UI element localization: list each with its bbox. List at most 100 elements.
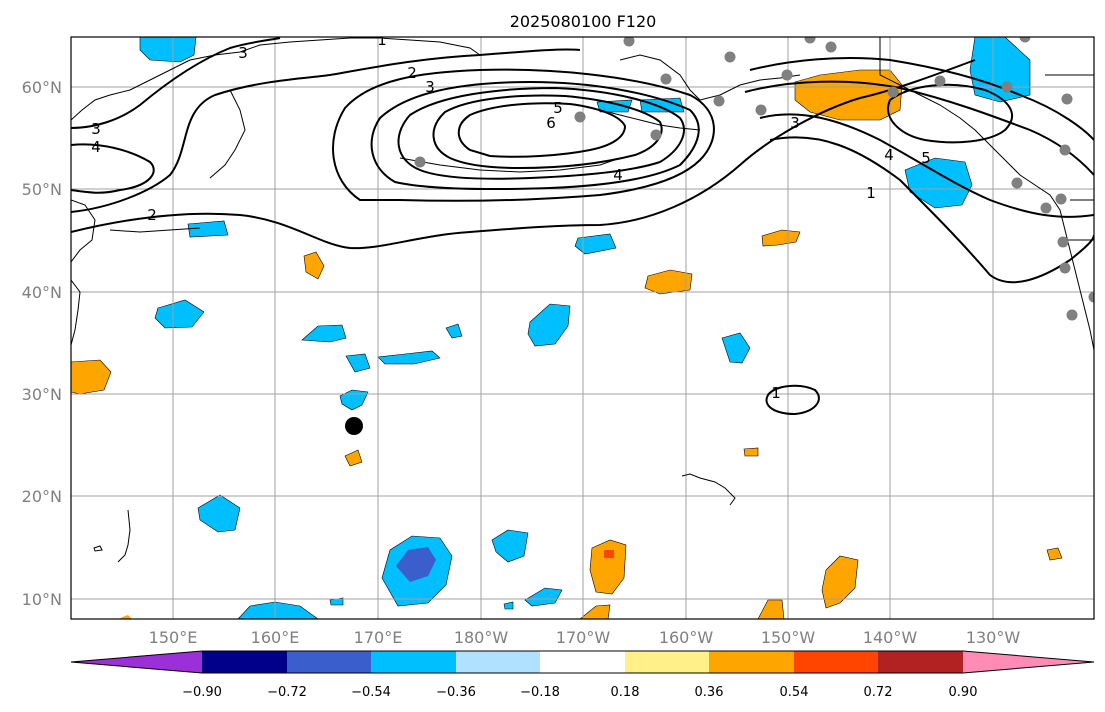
positive-anomaly-area <box>303 251 325 280</box>
lat-label: 20°N <box>22 487 62 506</box>
colorbar-tick-label: 0.18 <box>611 685 640 700</box>
negative-anomaly-area <box>345 353 371 373</box>
plot-frame <box>70 36 1095 620</box>
colorbar-segments <box>70 650 1095 674</box>
negative-anomaly-area <box>639 97 685 113</box>
colorbar-tick-label: 0.90 <box>949 685 978 700</box>
coastlines <box>71 37 1094 563</box>
lon-label: 160°W <box>659 628 714 647</box>
negative-anomaly-area <box>969 37 1031 103</box>
positive-anomaly-area <box>761 229 801 247</box>
station-marker <box>574 111 586 123</box>
negative-anomaly-area <box>491 529 529 563</box>
lon-label: 180°W <box>454 628 509 647</box>
negative-anomaly-area <box>574 233 617 255</box>
negative-anomaly-area <box>596 99 633 113</box>
station-marker <box>804 37 816 44</box>
station-marker <box>1011 177 1023 189</box>
station-marker <box>1059 144 1071 156</box>
lat-label: 60°N <box>22 78 62 97</box>
lat-label: 50°N <box>22 180 62 199</box>
negative-anomaly-area <box>197 494 241 533</box>
station-marker <box>1088 291 1094 303</box>
colorbar-segment <box>71 651 202 673</box>
positive-anomaly-area <box>589 539 627 595</box>
colorbar-segment <box>794 651 878 673</box>
colorbar-segment <box>287 651 371 673</box>
plot-area: 1 2 3 3 4 2 3 5 6 4 3 4 5 1 1 <box>71 31 1094 619</box>
colorbar-tick-label: −0.54 <box>351 685 391 700</box>
contour-label: 1 <box>377 31 387 49</box>
colorbar-tick-label: 0.36 <box>695 685 724 700</box>
colorbar-segment <box>540 651 625 673</box>
colorbar-tick-label: −0.36 <box>436 685 476 700</box>
station-marker <box>713 95 725 107</box>
contour-lines <box>71 37 1094 416</box>
contour-label: 3 <box>790 114 800 132</box>
lat-label: 10°N <box>22 590 62 609</box>
contour-label-group: 1 2 3 3 4 2 3 5 6 4 3 4 5 1 1 <box>91 31 931 402</box>
contour-label: 5 <box>921 149 931 167</box>
negative-anomaly-area <box>396 547 436 582</box>
station-marker <box>1001 81 1013 93</box>
center-marker <box>345 417 363 435</box>
station-marker <box>825 41 837 53</box>
anomaly-fills <box>71 37 1063 619</box>
colorbar-segment <box>963 651 1094 673</box>
contour-label: 1 <box>771 384 781 402</box>
station-marker <box>414 156 426 168</box>
lon-label: 150°W <box>761 628 816 647</box>
station-marker <box>724 51 736 63</box>
lon-labels: 150°E 160°E 170°E 180°W 170°W 160°W 150°… <box>149 628 1021 647</box>
station-marker <box>1061 93 1073 105</box>
lon-label: 140°W <box>863 628 918 647</box>
map-title: 2025080100 F120 <box>510 12 657 31</box>
contour-label: 3 <box>91 120 101 138</box>
station-marker <box>650 129 662 141</box>
negative-anomaly-area <box>139 37 197 63</box>
station-marker <box>1019 37 1031 43</box>
positive-anomaly-area <box>118 615 132 619</box>
colorbar-outline <box>70 650 1095 674</box>
contour-label: 6 <box>546 114 556 132</box>
contour-label: 4 <box>884 146 894 164</box>
negative-anomaly-area <box>187 220 229 238</box>
colorbar-segment <box>202 651 287 673</box>
colorbar-segment <box>625 651 709 673</box>
positive-anomaly-area <box>821 555 859 609</box>
negative-anomaly-area <box>527 303 571 347</box>
contour-label: 2 <box>407 64 417 82</box>
contour-label: 2 <box>147 206 157 224</box>
map-grid <box>71 37 1094 619</box>
contour-label: 4 <box>91 138 101 156</box>
station-marker <box>1040 202 1052 214</box>
station-markers <box>414 37 1094 321</box>
colorbar-tick-labels: −0.90 −0.72 −0.54 −0.36 −0.18 0.18 0.36 … <box>182 685 977 700</box>
station-marker <box>1066 309 1078 321</box>
contour-label: 3 <box>238 44 248 62</box>
lon-label: 170°W <box>556 628 611 647</box>
colorbar-tick-label: −0.18 <box>520 685 560 700</box>
lon-label: 170°E <box>354 628 403 647</box>
colorbar-segment <box>878 651 963 673</box>
lon-label: 130°W <box>966 628 1021 647</box>
lon-label: 160°E <box>251 628 300 647</box>
station-marker <box>934 75 946 87</box>
colorbar: −0.90 −0.72 −0.54 −0.36 −0.18 0.18 0.36 … <box>70 650 1095 700</box>
positive-anomaly-area <box>604 550 614 558</box>
lat-label: 40°N <box>22 283 62 302</box>
colorbar-tick-label: −0.90 <box>182 685 222 700</box>
colorbar-tick-label: −0.72 <box>267 685 307 700</box>
positive-anomaly-area <box>71 359 112 395</box>
contour-label: 5 <box>553 99 563 117</box>
negative-anomaly-area <box>339 389 369 411</box>
colorbar-tick-label: 0.54 <box>780 685 809 700</box>
station-marker <box>1055 193 1067 205</box>
lon-label: 150°E <box>149 628 198 647</box>
station-marker <box>1059 262 1071 274</box>
negative-anomaly-area <box>445 323 463 339</box>
negative-anomaly-area <box>237 601 319 619</box>
negative-anomaly-area <box>301 324 347 343</box>
lat-labels: 60°N 50°N 40°N 30°N 20°N 10°N <box>22 78 62 609</box>
